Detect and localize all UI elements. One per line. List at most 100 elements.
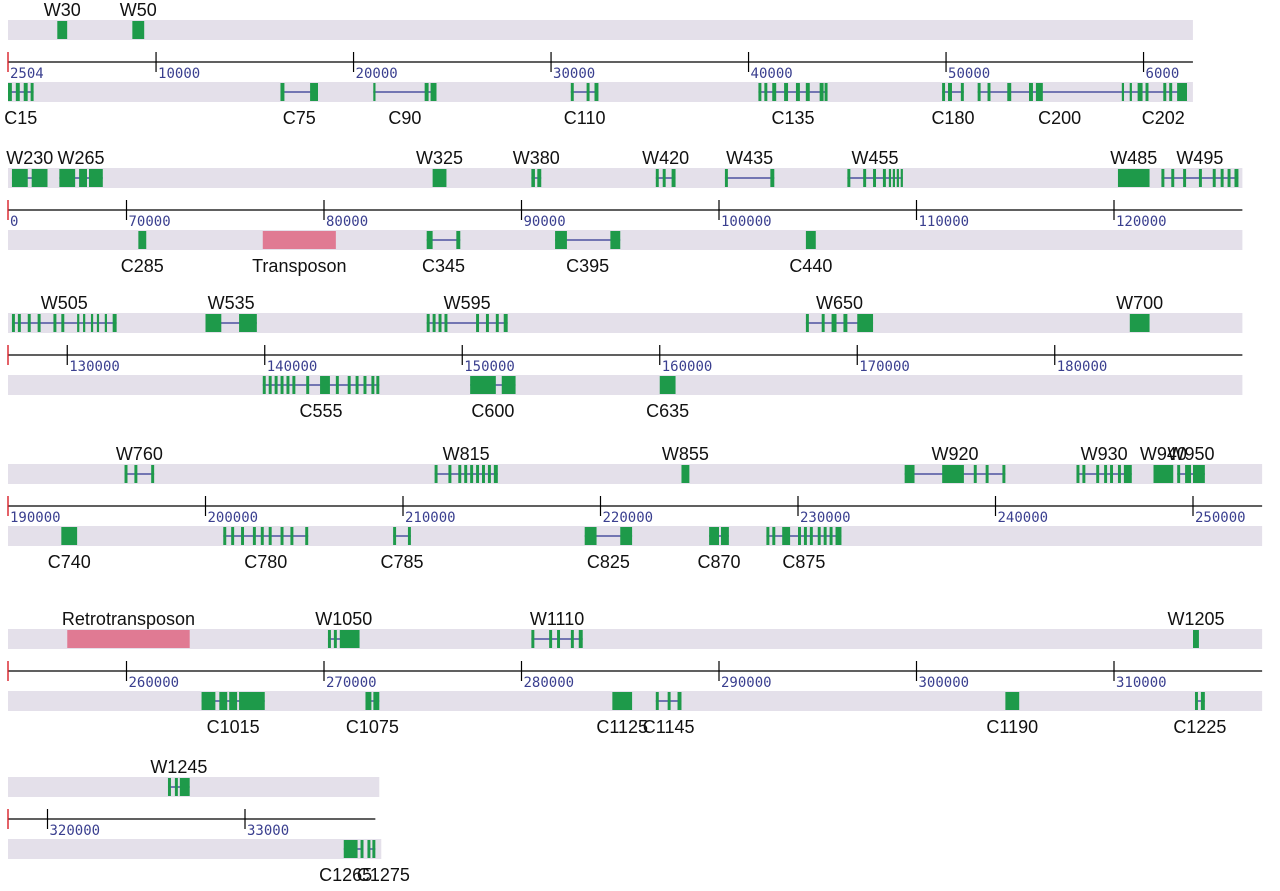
tick-label: 80000 bbox=[326, 214, 368, 230]
gene-label: W920 bbox=[931, 444, 978, 464]
exon-block bbox=[90, 314, 94, 332]
tick-label: 170000 bbox=[859, 359, 910, 375]
gene-label: W230 bbox=[6, 148, 53, 168]
exon-block bbox=[343, 840, 358, 858]
gene-w595: W595 bbox=[426, 293, 508, 332]
gene-w420: W420 bbox=[642, 148, 689, 187]
exon-block bbox=[11, 169, 28, 187]
exon-block bbox=[586, 83, 590, 101]
exon-block bbox=[280, 83, 285, 101]
gene-w760: W760 bbox=[116, 444, 163, 483]
gene-c135: C135 bbox=[758, 83, 828, 128]
exon-block bbox=[1193, 465, 1205, 483]
exon-block bbox=[252, 527, 256, 545]
gene-label: C200 bbox=[1038, 108, 1081, 128]
exon-block bbox=[782, 527, 791, 545]
exon-block bbox=[231, 527, 235, 545]
tick-label: 30000 bbox=[553, 66, 595, 82]
exon-block bbox=[306, 376, 310, 394]
exon-block bbox=[824, 83, 828, 101]
exon-block bbox=[292, 376, 296, 394]
exon-block bbox=[1121, 83, 1125, 101]
exon-block bbox=[758, 83, 762, 101]
exon-block bbox=[798, 527, 801, 545]
gene-label: W535 bbox=[208, 293, 255, 313]
exon-block bbox=[179, 778, 190, 796]
gene-label: C600 bbox=[471, 401, 514, 421]
exon-block bbox=[335, 376, 339, 394]
exon-block bbox=[37, 314, 41, 332]
gene-label: W700 bbox=[1116, 293, 1163, 313]
map-row-2: 0 70000 80000 90000 100000 110000 120000 bbox=[7, 168, 1243, 250]
gene-label: C825 bbox=[587, 552, 630, 572]
gene-c875: C875 bbox=[766, 527, 842, 572]
gene-label: C1125 bbox=[596, 717, 648, 737]
gene-label: C1190 bbox=[986, 717, 1038, 737]
gene-w815: W815 bbox=[434, 444, 498, 483]
tick-label: 310000 bbox=[1116, 675, 1167, 691]
exon-block bbox=[432, 314, 436, 332]
exon-block bbox=[355, 376, 359, 394]
exon-block bbox=[367, 840, 371, 858]
gene-w650: W650 bbox=[805, 293, 874, 332]
watson-track bbox=[8, 629, 1263, 649]
tick-label: 300000 bbox=[919, 675, 970, 691]
exon-block bbox=[286, 376, 290, 394]
exon-block bbox=[805, 231, 816, 249]
exon-block bbox=[96, 314, 100, 332]
exon-block bbox=[79, 169, 87, 187]
tick-label: 33000 bbox=[247, 823, 289, 839]
exon-block bbox=[671, 169, 676, 187]
crick-track bbox=[8, 82, 1193, 102]
exon-block bbox=[30, 83, 34, 101]
gene-label: C740 bbox=[48, 552, 91, 572]
gene-label: W950 bbox=[1168, 444, 1215, 464]
exon-block bbox=[987, 83, 991, 101]
gene-label: C395 bbox=[566, 256, 609, 276]
exon-block bbox=[280, 527, 284, 545]
exon-block bbox=[896, 169, 899, 187]
tick-label: 2504 bbox=[10, 66, 44, 82]
exon-block bbox=[88, 169, 103, 187]
gene-label: C75 bbox=[283, 108, 316, 128]
exon-block bbox=[803, 527, 807, 545]
exon-block bbox=[681, 465, 690, 483]
exon-block bbox=[464, 465, 468, 483]
gene-label: W1245 bbox=[150, 757, 207, 777]
gene-label: C555 bbox=[300, 401, 343, 421]
gene-label: C1015 bbox=[207, 717, 260, 737]
exon-block bbox=[444, 314, 448, 332]
gene-w950: W950 bbox=[1168, 444, 1215, 483]
exon-block bbox=[53, 314, 57, 332]
gene-label: W650 bbox=[816, 293, 863, 313]
gene-label: W930 bbox=[1081, 444, 1128, 464]
exon-block bbox=[1227, 169, 1231, 187]
exon-block bbox=[857, 314, 874, 332]
exon-block bbox=[432, 169, 447, 187]
exon-block bbox=[339, 630, 360, 648]
gene-w930: W930 bbox=[1076, 444, 1132, 483]
exon-block bbox=[174, 778, 178, 796]
exon-block bbox=[1129, 314, 1150, 332]
exon-block bbox=[829, 527, 833, 545]
gene-w505: W505 bbox=[11, 293, 117, 332]
gene-c635: C635 bbox=[646, 376, 689, 421]
gene-c600: C600 bbox=[470, 376, 516, 421]
gene-c870: C870 bbox=[697, 527, 741, 572]
gene-c15: C15 bbox=[4, 83, 37, 128]
exon-block bbox=[555, 231, 567, 249]
gene-label: W380 bbox=[513, 148, 560, 168]
gene-c1015: C1015 bbox=[201, 692, 265, 737]
exon-block bbox=[229, 692, 238, 710]
gene-c1075: C1075 bbox=[346, 692, 399, 737]
exon-block bbox=[1198, 169, 1202, 187]
exon-block bbox=[290, 527, 294, 545]
exon-block bbox=[537, 169, 542, 187]
exon-block bbox=[438, 314, 442, 332]
gene-c345: C345 bbox=[422, 231, 465, 276]
exon-block bbox=[268, 527, 272, 545]
exon-block bbox=[659, 376, 676, 394]
exon-block bbox=[501, 376, 516, 394]
gene-w700: W700 bbox=[1116, 293, 1163, 332]
exon-block bbox=[942, 83, 946, 101]
